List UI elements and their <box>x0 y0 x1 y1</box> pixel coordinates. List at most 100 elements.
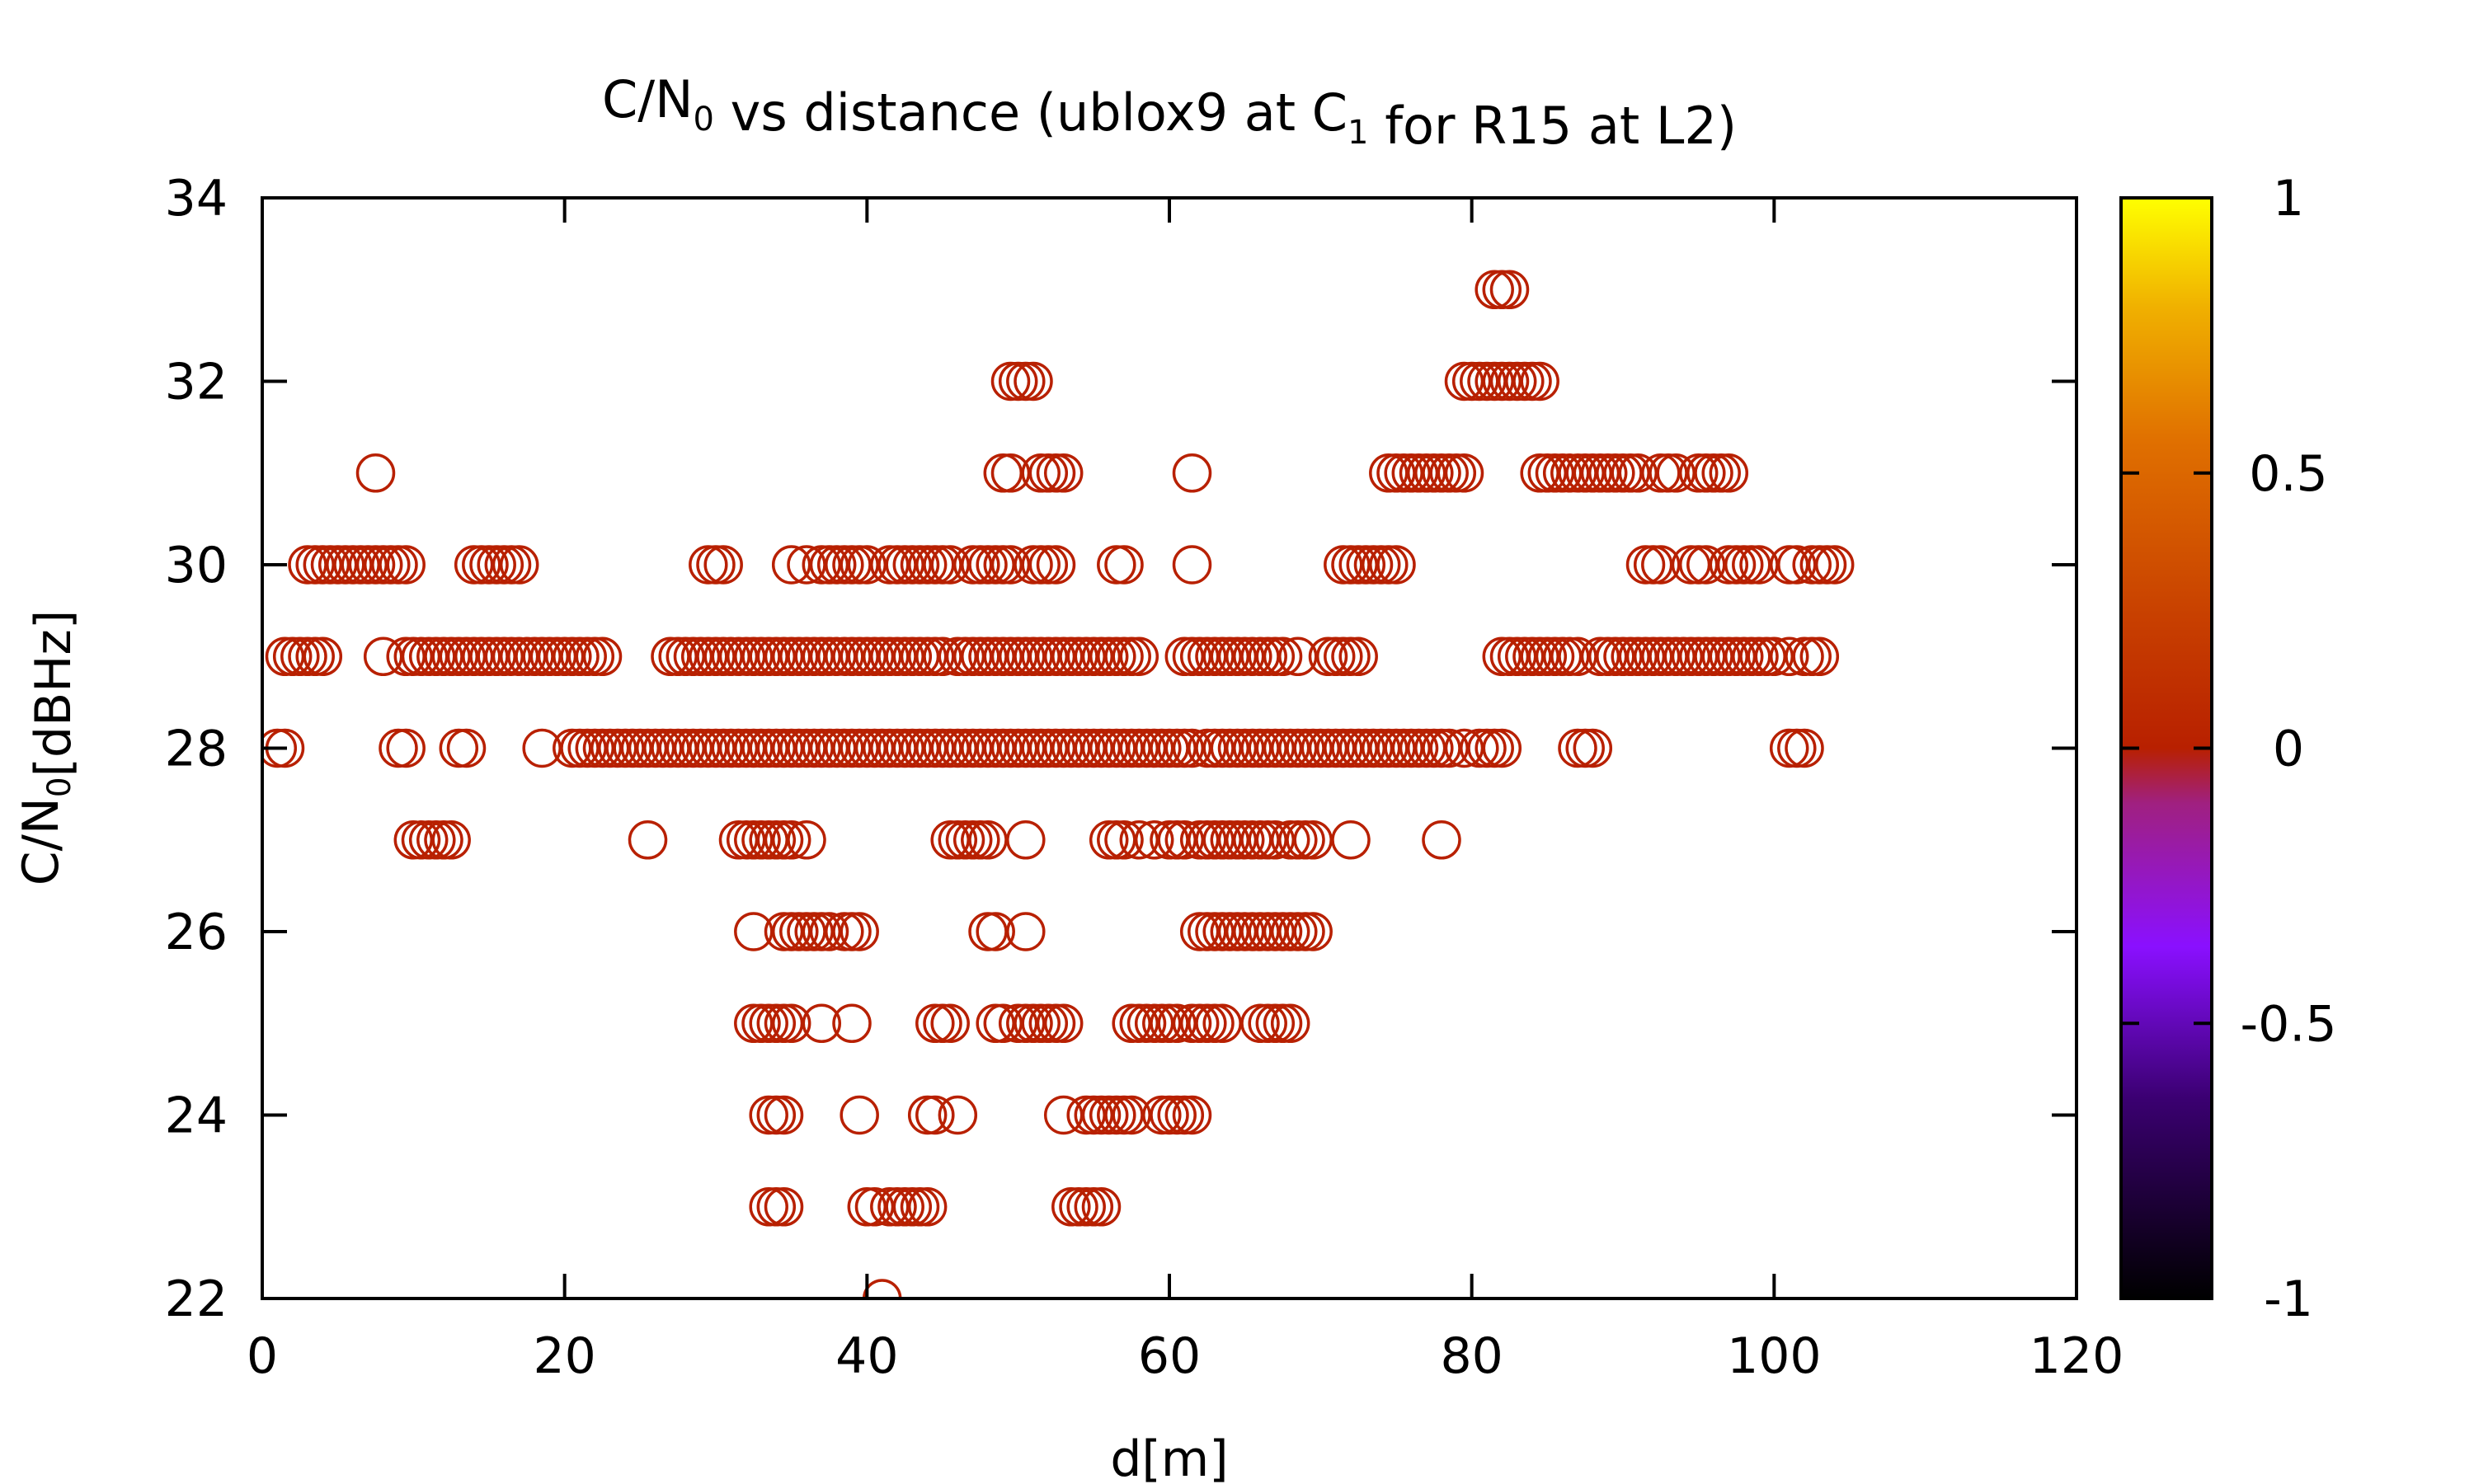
data-point <box>1043 636 1084 677</box>
data-point <box>272 636 313 677</box>
data-point <box>923 1003 962 1044</box>
data-point <box>1406 728 1446 768</box>
data-point <box>1611 636 1650 677</box>
data-point <box>1505 361 1545 402</box>
data-point <box>553 636 592 677</box>
data-point <box>696 636 736 677</box>
data-point <box>1596 453 1635 493</box>
data-point <box>393 636 434 677</box>
data-point <box>1489 361 1530 402</box>
data-point <box>802 728 842 768</box>
data-point <box>1240 820 1280 860</box>
data-point <box>598 728 637 768</box>
data-point <box>454 545 494 585</box>
x-tick-label: 60 <box>1138 1327 1201 1385</box>
data-point <box>1150 1095 1189 1135</box>
data-point <box>1293 912 1333 951</box>
data-point <box>1150 820 1189 860</box>
data-point <box>907 1095 948 1135</box>
data-point <box>930 1003 970 1044</box>
data-point <box>877 728 917 768</box>
data-point <box>840 728 879 768</box>
data-point <box>1376 545 1416 585</box>
data-point <box>1210 912 1250 951</box>
data-point <box>1172 1003 1212 1044</box>
data-point <box>756 728 797 768</box>
data-point <box>1233 636 1272 677</box>
data-point <box>1051 636 1091 677</box>
data-point <box>990 728 1031 768</box>
data-point <box>961 728 1000 768</box>
data-point <box>703 545 743 585</box>
data-point <box>1437 453 1477 493</box>
data-point <box>499 545 539 585</box>
data-point <box>1225 820 1265 860</box>
data-point <box>1014 1003 1053 1044</box>
data-point <box>968 636 1008 677</box>
data-point <box>1633 636 1673 677</box>
data-point <box>1384 728 1423 768</box>
data-point <box>1754 636 1794 677</box>
data-point <box>1172 728 1212 768</box>
data-point <box>734 820 774 860</box>
data-point <box>492 636 532 677</box>
data-point <box>1611 453 1650 493</box>
data-point <box>446 636 487 677</box>
data-point <box>408 820 449 860</box>
data-point <box>673 728 713 768</box>
data-point <box>907 728 948 768</box>
data-point <box>741 636 781 677</box>
data-point <box>952 636 993 677</box>
data-point <box>1150 1003 1189 1044</box>
data-point <box>401 820 441 860</box>
data-point <box>915 728 955 768</box>
data-point <box>938 728 978 768</box>
data-point <box>802 545 842 585</box>
data-point <box>998 636 1038 677</box>
data-point <box>726 636 766 677</box>
data-point <box>1195 820 1235 860</box>
data-point <box>620 728 661 768</box>
data-point <box>885 1187 924 1227</box>
data-point <box>749 728 788 768</box>
data-point <box>756 820 797 860</box>
data-point <box>1391 453 1432 493</box>
data-point <box>1587 453 1628 493</box>
data-point <box>1338 636 1378 677</box>
data-point <box>1036 1003 1076 1044</box>
data-point <box>825 912 864 951</box>
data-point <box>840 912 879 951</box>
data-point <box>1300 728 1341 768</box>
data-point <box>1164 1095 1205 1135</box>
data-point <box>1150 728 1189 768</box>
y-tick-label: 32 <box>165 354 228 411</box>
data-point <box>771 636 811 677</box>
data-point <box>355 545 396 585</box>
data-point <box>885 636 924 677</box>
data-point <box>1028 728 1069 768</box>
data-point <box>1172 453 1212 493</box>
data-point <box>1157 1003 1197 1044</box>
data-point <box>915 636 955 677</box>
data-point <box>854 728 895 768</box>
data-point <box>976 1003 1015 1044</box>
data-point <box>976 912 1015 951</box>
data-point <box>1678 545 1719 585</box>
data-point <box>1580 453 1620 493</box>
data-points <box>262 270 1855 1298</box>
data-point <box>477 636 516 677</box>
data-point <box>749 1003 788 1044</box>
data-point <box>1542 636 1583 677</box>
data-point <box>484 545 524 585</box>
data-point <box>582 728 623 768</box>
data-point <box>915 545 955 585</box>
data-point <box>1520 361 1559 402</box>
data-point <box>1021 728 1061 768</box>
data-point <box>840 636 879 677</box>
data-point <box>1119 636 1159 677</box>
data-point <box>1338 545 1378 585</box>
data-point <box>1202 1003 1242 1044</box>
colorbar-tick-label: 0.5 <box>2249 445 2327 503</box>
data-point <box>1112 728 1151 768</box>
data-point <box>976 728 1015 768</box>
